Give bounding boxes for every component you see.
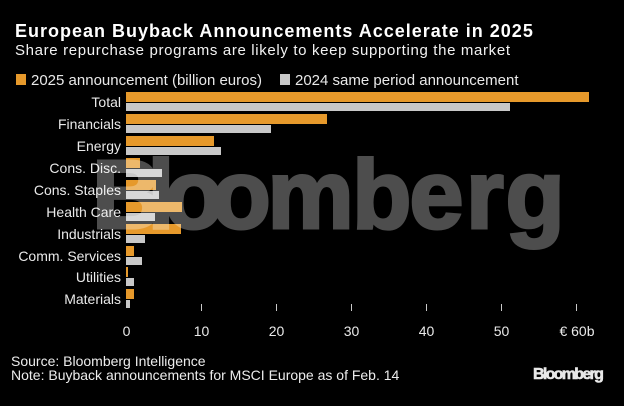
svg-text:o: o (212, 140, 271, 249)
svg-text:m: m (268, 140, 354, 249)
svg-text:r: r (466, 140, 504, 249)
svg-text:e: e (410, 140, 464, 249)
svg-text:g: g (506, 140, 565, 249)
svg-text:b: b (352, 140, 411, 249)
